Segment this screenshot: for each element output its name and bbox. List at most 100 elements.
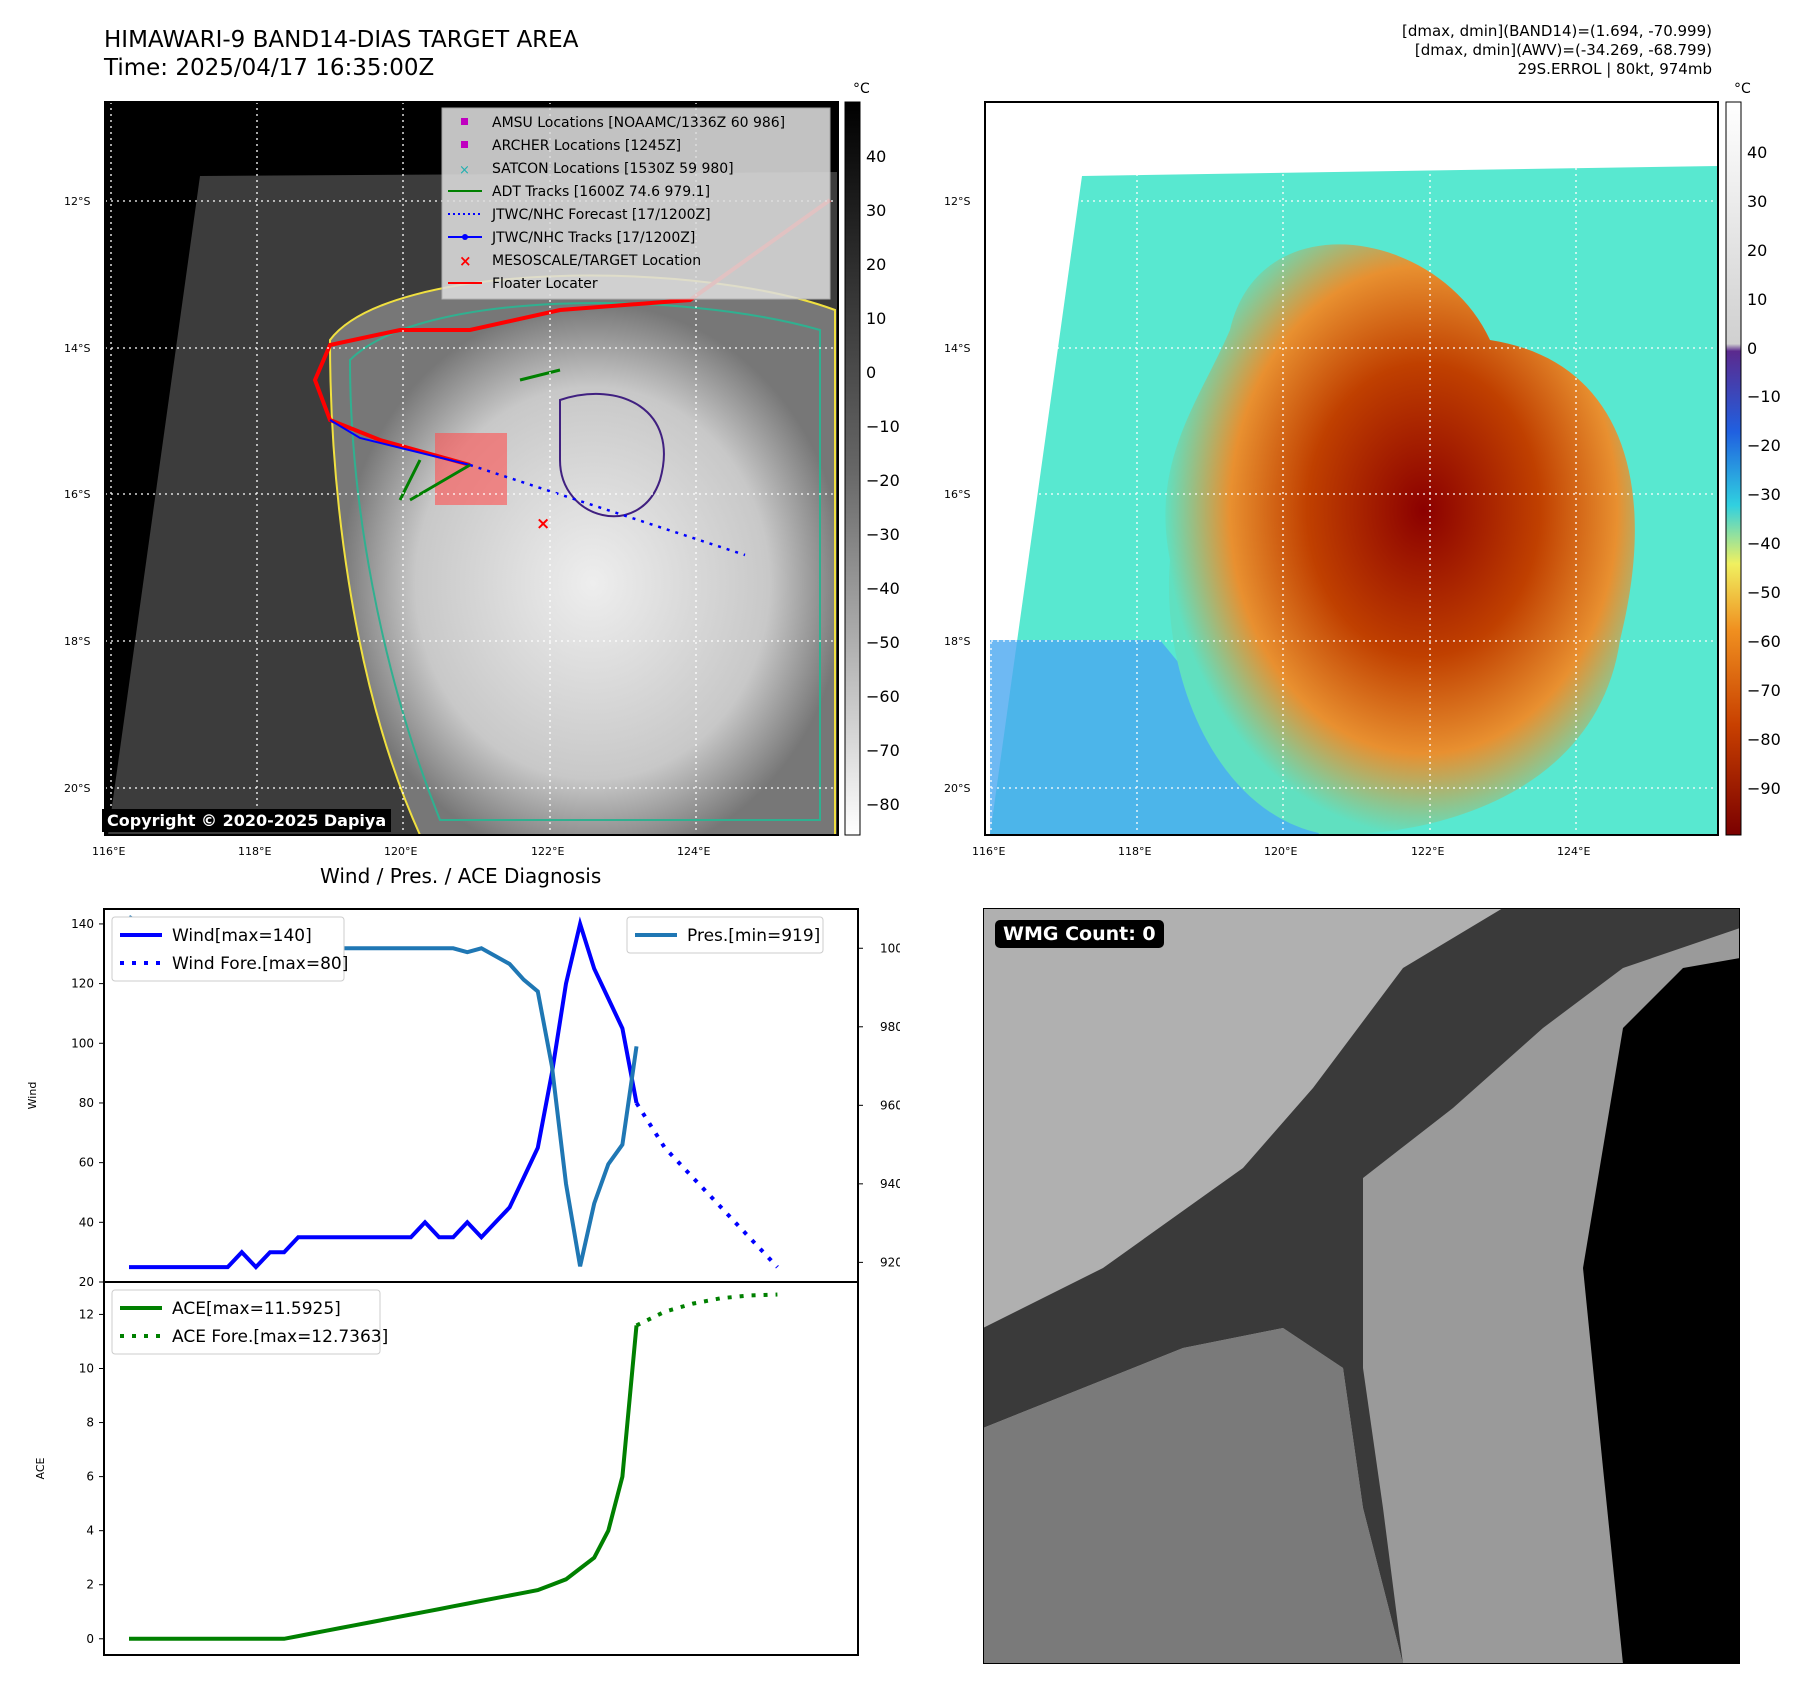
svg-text:120°E: 120°E — [1264, 845, 1297, 858]
svg-text:10: 10 — [1747, 290, 1767, 309]
svg-text:−50: −50 — [866, 633, 900, 652]
contour-green — [348, 301, 821, 821]
pressure-legend: Pres.[min=919] — [626, 916, 824, 954]
svg-text:−90: −90 — [1747, 779, 1781, 798]
svg-text:20°S: 20°S — [944, 782, 970, 795]
ace-axis-label: ACE — [34, 1457, 47, 1479]
svg-text:×: × — [459, 252, 472, 270]
svg-text:16°S: 16°S — [944, 488, 970, 501]
map-gridlines — [985, 102, 1718, 835]
ace-forecast-line — [635, 1292, 778, 1328]
stats-info: [dmax, dmin](BAND14)=(1.694, -70.999) [d… — [1402, 22, 1712, 79]
copyright-label: Copyright © 2020-2025 Dapiya — [102, 809, 392, 832]
svg-text:−30: −30 — [1747, 485, 1781, 504]
svg-text:120°E: 120°E — [384, 845, 417, 858]
svg-text:20: 20 — [1747, 241, 1767, 260]
svg-text:×: × — [459, 163, 470, 178]
contour-purple — [559, 392, 665, 518]
color-colorbar — [1725, 101, 1742, 836]
svg-text:14°S: 14°S — [64, 342, 90, 355]
map-legend: AMSU Locations [NOAAMC/1336Z 60 986] ARC… — [441, 107, 831, 300]
svg-text:−50: −50 — [1747, 583, 1781, 602]
svg-text:12°S: 12°S — [64, 195, 90, 208]
svg-text:−10: −10 — [866, 417, 900, 436]
wind-legend: Wind[max=140] Wind Fore.[max=80] — [111, 916, 348, 982]
wmg-panel — [983, 908, 1740, 1664]
ace-tick-label: 2 — [86, 1578, 94, 1592]
svg-text:10: 10 — [866, 309, 886, 328]
svg-text:−60: −60 — [1747, 632, 1781, 651]
storm-track — [312, 198, 832, 557]
legend-label: Pres.[min=919] — [687, 926, 820, 946]
svg-text:124°E: 124°E — [1557, 845, 1590, 858]
svg-text:12°S: 12°S — [944, 195, 970, 208]
wind-tick-label: 20 — [79, 1275, 94, 1289]
svg-text:−80: −80 — [1747, 730, 1781, 749]
legend-box — [111, 1289, 381, 1355]
ir-map-panel: × AMSU Locations [NOAAMC/1336Z 60 986] A… — [64, 81, 900, 858]
legend-box — [626, 916, 824, 954]
cloud-mass — [330, 275, 835, 835]
color-colorbar-ticks: 40 30 20 10 0 −10 −20 −30 −40 −50 −60 −7… — [1747, 143, 1781, 798]
svg-text:−30: −30 — [866, 525, 900, 544]
ace-tick-label: 6 — [86, 1470, 94, 1484]
svg-text:−20: −20 — [866, 471, 900, 490]
wind-tick-label: 80 — [79, 1096, 94, 1110]
legend-item: ARCHER Locations [1245Z] — [492, 138, 681, 154]
legend-item: SATCON Locations [1530Z 59 980] — [492, 161, 734, 177]
legend-item: ADT Tracks [1600Z 74.6 979.1] — [492, 184, 710, 200]
svg-text:−80: −80 — [866, 795, 900, 814]
svg-text:20: 20 — [866, 255, 886, 274]
wind-forecast-line — [634, 1101, 779, 1269]
ace-axes-frame — [103, 1281, 859, 1656]
legend-label: ACE Fore.[max=12.7363] — [172, 1327, 388, 1347]
svg-text:−20: −20 — [1747, 436, 1781, 455]
svg-text:−40: −40 — [1747, 534, 1781, 553]
wind-tick-label: 40 — [79, 1215, 94, 1229]
map-axis-labels: 12°S 14°S 16°S 18°S 20°S 116°E 118°E 120… — [64, 195, 710, 858]
svg-text:18°S: 18°S — [64, 635, 90, 648]
colorbar-unit: °C — [853, 81, 870, 97]
wind-tick-label: 120 — [71, 977, 94, 991]
svg-text:30: 30 — [1747, 192, 1767, 211]
chart-title: Wind / Pres. / ACE Diagnosis — [320, 864, 602, 888]
svg-text:−70: −70 — [1747, 681, 1781, 700]
wind-tick-label: 140 — [71, 917, 94, 931]
svg-text:0: 0 — [866, 363, 876, 382]
info-line3: 29S.ERROL | 80kt, 974mb — [1517, 60, 1712, 78]
svg-text:14°S: 14°S — [944, 342, 970, 355]
legend-label: Wind[max=140] — [172, 926, 312, 946]
legend-item: AMSU Locations [NOAAMC/1336Z 60 986] — [492, 115, 785, 131]
ace-legend: ACE[max=11.5925] ACE Fore.[max=12.7363] — [111, 1289, 388, 1355]
map-axis-labels: 12°S 14°S 16°S 18°S 20°S 116°E 118°E 120… — [944, 195, 1590, 858]
legend-label: ACE[max=11.5925] — [172, 1299, 341, 1319]
svg-text:20°S: 20°S — [64, 782, 90, 795]
ace-line — [129, 1325, 639, 1641]
storm-cloud — [1165, 244, 1635, 835]
svg-text:−40: −40 — [866, 579, 900, 598]
svg-text:18°S: 18°S — [944, 635, 970, 648]
svg-text:122°E: 122°E — [1411, 845, 1444, 858]
ace-tick-label: 12 — [79, 1307, 94, 1321]
target-box — [435, 433, 507, 505]
info-line1: [dmax, dmin](BAND14)=(1.694, -70.999) — [1401, 22, 1712, 40]
wind-axis-label: Wind — [26, 1082, 39, 1110]
target-marker: × — [536, 514, 550, 534]
ace-tick-label: 10 — [79, 1361, 94, 1375]
svg-text:116°E: 116°E — [92, 845, 125, 858]
ace-tick-label: 8 — [86, 1416, 94, 1430]
pressure-tick-label: 980 — [880, 1020, 900, 1034]
figure-title: HIMAWARI-9 BAND14-DIAS TARGET AREA Time:… — [104, 26, 578, 82]
svg-text:30: 30 — [866, 201, 886, 220]
legend-item: MESOSCALE/TARGET Location — [492, 253, 701, 269]
pressure-tick-label: 960 — [880, 1098, 900, 1112]
svg-text:−10: −10 — [1747, 387, 1781, 406]
gray-colorbar — [844, 101, 861, 836]
svg-text:−60: −60 — [866, 687, 900, 706]
svg-text:0: 0 — [1747, 339, 1757, 358]
ace-tick-label: 4 — [86, 1524, 94, 1538]
svg-text:122°E: 122°E — [531, 845, 564, 858]
wind-tick-label: 100 — [71, 1036, 94, 1050]
